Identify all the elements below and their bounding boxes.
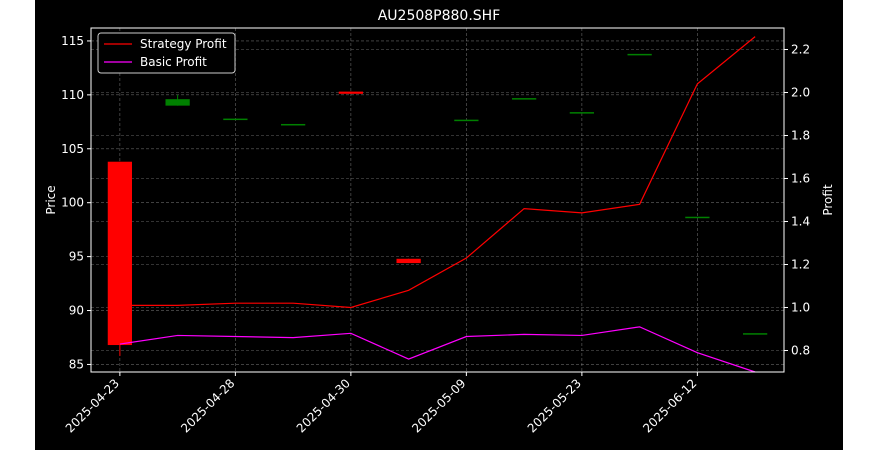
candle-body [165,99,190,106]
candle-body [685,216,710,219]
candle-body [569,112,595,114]
legend-label-basic: Basic Profit [140,55,207,69]
y-tick-label-right: 0.8 [791,344,810,358]
candle-body [338,91,364,94]
candle-body [107,161,133,346]
y-tick-label-right: 1.4 [791,215,810,229]
y-tick-label-left: 100 [61,196,84,210]
candlesticks [107,53,768,356]
candle-body [627,53,652,56]
y-tick-label-left: 115 [61,34,84,48]
y-tick-label-right: 1.6 [791,172,810,186]
legend-label-strategy: Strategy Profit [140,37,227,51]
candle-body [742,333,768,335]
y-tick-label-left: 90 [69,304,84,318]
candle-body [223,118,248,121]
candle-body [280,123,306,126]
y-tick-label-right: 1.8 [791,129,810,143]
profit-lines [119,36,756,373]
y-axis-right-label: Profit [821,184,835,216]
basic-profit-line [119,326,756,373]
y-tick-label-right: 2.0 [791,86,810,100]
chart-title: AU2508P880.SHF [378,8,501,24]
candle-body [454,119,479,122]
legend: Strategy Profit Basic Profit [97,32,236,74]
y-axis-left-label: Price [44,185,58,214]
legend-box [97,32,236,74]
strategy-profit-line [119,36,756,309]
candle-body [396,258,421,264]
grid-lines [91,28,784,372]
y-tick-label-left: 105 [61,142,84,156]
y-tick-label-right: 2.2 [791,43,810,57]
y-tick-label-left: 85 [69,357,84,371]
candle-body [511,98,537,100]
y-tick-label-left: 95 [69,250,84,264]
y-tick-label-right: 1.2 [791,258,810,272]
y-tick-label-right: 1.0 [791,301,810,315]
y-tick-label-left: 110 [61,88,84,102]
plot-frame [90,27,785,373]
